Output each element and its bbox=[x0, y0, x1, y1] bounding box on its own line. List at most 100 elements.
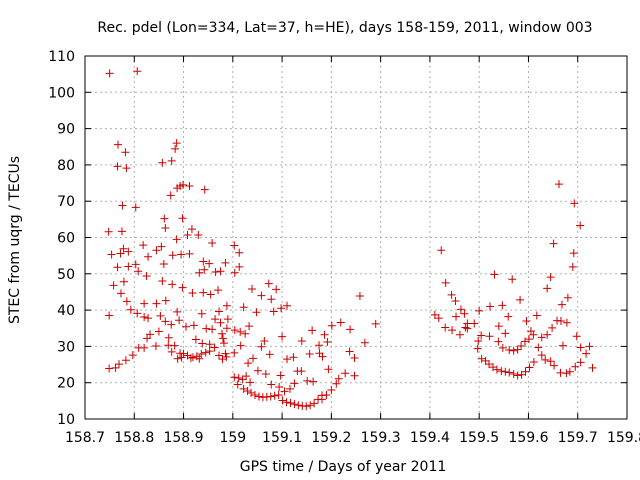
data-point-marker bbox=[498, 343, 507, 352]
data-point-marker bbox=[463, 324, 472, 333]
data-point-marker bbox=[267, 295, 276, 304]
x-tick-label: 158.9 bbox=[163, 430, 203, 446]
data-point-marker bbox=[309, 377, 318, 386]
data-point-marker bbox=[199, 257, 208, 266]
data-point-marker bbox=[133, 309, 142, 318]
data-point-marker bbox=[265, 350, 274, 359]
data-point-marker bbox=[233, 380, 242, 389]
data-point-marker bbox=[501, 367, 510, 376]
data-point-marker bbox=[222, 301, 231, 310]
data-point-marker bbox=[297, 367, 306, 376]
y-tick-label: 20 bbox=[57, 376, 75, 392]
data-point-marker bbox=[548, 323, 557, 332]
data-point-marker bbox=[221, 258, 230, 267]
data-point-marker bbox=[119, 244, 128, 253]
data-point-marker bbox=[140, 299, 149, 308]
data-point-marker bbox=[216, 267, 225, 276]
y-axis-label: STEC from uqrg / TECUs bbox=[7, 156, 23, 324]
data-point-marker bbox=[320, 330, 329, 339]
data-point-marker bbox=[159, 259, 168, 268]
data-point-marker bbox=[571, 362, 580, 371]
data-point-marker bbox=[185, 181, 194, 190]
data-point-marker bbox=[197, 309, 206, 318]
data-point-marker bbox=[158, 277, 167, 286]
x-tick-label: 159.3 bbox=[361, 430, 401, 446]
x-tick-label: 159.1 bbox=[262, 430, 302, 446]
data-point-marker bbox=[177, 353, 186, 362]
data-point-marker bbox=[485, 332, 494, 341]
data-point-marker bbox=[167, 347, 176, 356]
data-point-marker bbox=[230, 326, 239, 335]
data-point-marker bbox=[241, 329, 250, 338]
data-point-marker bbox=[122, 297, 131, 306]
x-tick-label: 158.8 bbox=[114, 430, 154, 446]
x-tick-label: 159.8 bbox=[607, 430, 640, 446]
y-tick-labels: 10 20 30 40 50 60 70 80 90 100 110 bbox=[48, 49, 75, 428]
data-point-marker bbox=[199, 288, 208, 297]
data-point-marker bbox=[508, 275, 517, 284]
data-point-marker bbox=[250, 391, 259, 400]
data-point-marker bbox=[516, 295, 525, 304]
data-point-marker bbox=[187, 225, 196, 234]
data-point-marker bbox=[276, 371, 285, 380]
data-point-marker bbox=[248, 285, 257, 294]
data-point-marker bbox=[475, 306, 484, 315]
data-point-marker bbox=[157, 242, 166, 251]
data-point-marker bbox=[509, 369, 518, 378]
data-point-marker bbox=[114, 140, 123, 149]
data-point-marker bbox=[161, 296, 170, 305]
data-point-marker bbox=[525, 363, 534, 372]
data-point-marker bbox=[441, 323, 450, 332]
data-point-marker bbox=[105, 69, 114, 78]
data-point-marker bbox=[121, 148, 130, 157]
y-tick-label: 100 bbox=[48, 85, 75, 101]
data-point-marker bbox=[543, 330, 552, 339]
data-point-marker bbox=[214, 286, 223, 295]
data-point-marker bbox=[360, 338, 369, 347]
data-point-marker bbox=[114, 360, 123, 369]
data-point-marker bbox=[211, 267, 220, 276]
data-point-marker bbox=[490, 270, 499, 279]
data-point-marker bbox=[327, 385, 336, 394]
data-point-marker bbox=[178, 214, 187, 223]
x-tick-label: 159.7 bbox=[558, 430, 598, 446]
data-point-marker bbox=[336, 318, 345, 327]
data-point-marker bbox=[185, 249, 194, 258]
data-point-marker bbox=[477, 331, 486, 340]
data-point-marker bbox=[218, 334, 227, 343]
data-point-marker bbox=[260, 336, 269, 345]
data-point-marker bbox=[546, 273, 555, 282]
data-point-marker bbox=[451, 297, 460, 306]
data-point-marker bbox=[179, 349, 188, 358]
data-point-marker bbox=[105, 364, 114, 373]
x-tick-label: 158.7 bbox=[65, 430, 105, 446]
chart-title: Rec. pdel (Lon=334, Lat=37, h=HE), days … bbox=[97, 20, 592, 36]
data-point-marker bbox=[194, 230, 203, 239]
data-point-marker bbox=[208, 238, 217, 247]
data-point-marker bbox=[167, 156, 176, 165]
data-points bbox=[104, 67, 597, 411]
data-point-marker bbox=[167, 320, 176, 329]
data-point-marker bbox=[350, 371, 359, 380]
data-point-marker bbox=[557, 300, 566, 309]
data-point-marker bbox=[576, 358, 585, 367]
data-point-marker bbox=[116, 289, 125, 298]
data-point-marker bbox=[133, 67, 142, 76]
data-point-marker bbox=[572, 332, 581, 341]
data-point-marker bbox=[509, 346, 518, 355]
data-point-marker bbox=[441, 278, 450, 287]
data-point-marker bbox=[305, 350, 314, 359]
data-point-marker bbox=[563, 293, 572, 302]
data-point-marker bbox=[242, 372, 251, 381]
data-point-marker bbox=[264, 279, 273, 288]
data-point-marker bbox=[556, 316, 565, 325]
data-point-marker bbox=[322, 391, 331, 400]
x-tick-label: 159.2 bbox=[311, 430, 351, 446]
data-point-marker bbox=[280, 387, 289, 396]
data-point-marker bbox=[171, 144, 180, 153]
data-point-marker bbox=[550, 361, 559, 370]
data-point-marker bbox=[345, 347, 354, 356]
data-point-marker bbox=[223, 315, 232, 324]
data-point-marker bbox=[219, 339, 228, 348]
data-point-marker bbox=[543, 284, 552, 293]
